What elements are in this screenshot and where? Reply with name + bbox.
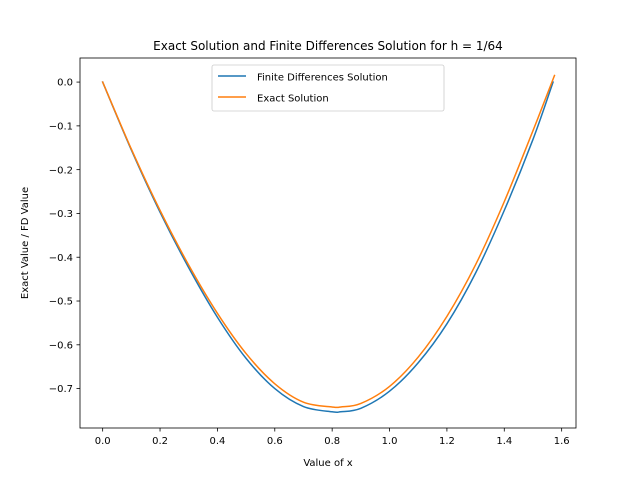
y-tick-label: −0.3 — [49, 209, 73, 220]
x-tick-label: 0.0 — [95, 436, 111, 447]
legend-box — [211, 64, 445, 112]
chart-title: Exact Solution and Finite Differences So… — [153, 39, 503, 53]
legend-label-fd: Finite Differences Solution — [257, 73, 388, 84]
x-tick-label: 1.4 — [496, 436, 512, 447]
y-tick-label: −0.1 — [49, 121, 73, 132]
x-tick-label: 1.6 — [554, 436, 570, 447]
x-tick-label: 0.6 — [267, 436, 283, 447]
legend: Finite Differences Solution Exact Soluti… — [211, 64, 445, 112]
series-line-0 — [101, 81, 555, 414]
x-tick-label: 1.0 — [382, 436, 398, 447]
x-tick-label: 0.2 — [152, 436, 168, 447]
y-axis-label: Exact Value / FD Value — [20, 187, 31, 299]
legend-label-exact: Exact Solution — [257, 94, 329, 105]
y-tick-label: −0.2 — [49, 165, 73, 176]
y-tick-label: −0.7 — [49, 384, 73, 395]
y-tick-label: −0.5 — [49, 297, 73, 308]
plot-series — [101, 74, 556, 414]
x-tick-label: 1.2 — [439, 436, 455, 447]
y-axis-ticks: 0.0 −0.1 −0.2 −0.3 −0.4 −0.5 −0.6 −0.7 — [49, 78, 80, 395]
plot-frame — [79, 57, 577, 429]
x-tick-label: 0.8 — [324, 436, 340, 447]
y-tick-label: −0.4 — [49, 253, 73, 264]
series-line-1 — [101, 74, 556, 409]
y-tick-label: 0.0 — [57, 78, 73, 89]
x-axis-ticks: 0.0 0.2 0.4 0.6 0.8 1.0 1.2 1.4 1.6 — [95, 428, 570, 447]
x-tick-label: 0.4 — [209, 436, 225, 447]
x-axis-label: Value of x — [303, 458, 352, 469]
y-tick-label: −0.6 — [49, 340, 73, 351]
